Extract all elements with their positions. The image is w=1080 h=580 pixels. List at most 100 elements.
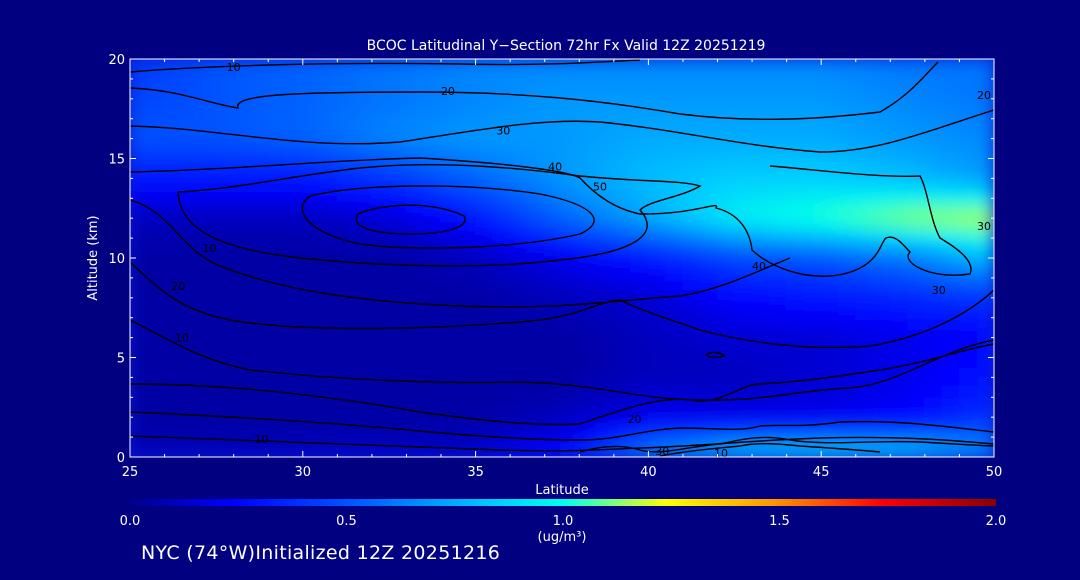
heatmap-cell (475, 148, 494, 159)
heatmap-cell (958, 327, 978, 339)
heatmap-cell (647, 98, 667, 110)
heatmap-cell (717, 337, 736, 349)
heatmap-cell (336, 217, 356, 229)
heatmap-cell (405, 307, 425, 319)
heatmap-cell (647, 406, 667, 418)
heatmap-cell (855, 197, 874, 209)
heatmap-cell (596, 436, 615, 448)
heatmap-cell (544, 406, 563, 418)
heatmap-cell (423, 167, 442, 179)
heatmap-cell (423, 337, 442, 349)
heatmap-cell (665, 406, 684, 418)
heatmap-cell (941, 227, 960, 239)
heatmap-cell (976, 347, 994, 358)
heatmap-cell (198, 167, 217, 179)
heatmap-cell (578, 416, 598, 428)
heatmap-cell (130, 78, 148, 90)
contour-label: 30 (932, 284, 946, 297)
contour-near-surface-2 (579, 436, 994, 453)
heatmap-cell (889, 118, 909, 130)
contour-50 (301, 185, 595, 249)
heatmap-cell (751, 396, 770, 408)
heatmap-cell (855, 376, 874, 388)
heatmap-cell (699, 347, 719, 358)
heatmap-cell (665, 436, 684, 448)
heatmap-cell (198, 88, 217, 100)
heatmap-cell (907, 317, 926, 329)
heatmap-cell (717, 307, 736, 319)
heatmap-cell (302, 376, 321, 388)
heatmap-cell (388, 347, 407, 358)
x-axis: 25 30 35 40 45 50 (122, 59, 1002, 480)
chart-title: BCOC Latitudinal Y−Section 72hr Fx Valid… (367, 38, 766, 54)
heatmap-cell (440, 416, 459, 428)
heatmap-cell (336, 317, 356, 329)
heatmap-cell (440, 317, 459, 329)
heatmap-cell (561, 317, 580, 329)
heatmap-cell (492, 317, 511, 329)
heatmap-cell (440, 327, 459, 339)
heatmap-cell (872, 337, 891, 349)
heatmap-cell (354, 267, 373, 279)
heatmap-cell (354, 98, 373, 110)
heatmap-cell (405, 396, 425, 408)
heatmap-cell (561, 138, 580, 150)
heatmap-cell (198, 347, 217, 358)
heatmap-cell (475, 327, 494, 339)
heatmap-cell (855, 267, 874, 279)
heatmap-cell (803, 396, 822, 408)
heatmap-cell (509, 158, 528, 169)
heatmap-cell (820, 416, 839, 428)
heatmap-cell (855, 207, 874, 219)
heatmap-cell (475, 257, 494, 269)
heatmap-cell (285, 376, 304, 388)
heatmap-cell (302, 386, 321, 398)
heatmap-cell (319, 386, 338, 398)
heatmap-cell (907, 88, 926, 100)
contour-20-upper (130, 61, 939, 121)
heatmap-cell (233, 347, 252, 358)
heatmap-cell (267, 327, 287, 339)
heatmap-cell (665, 237, 684, 249)
heatmap-cell (371, 197, 390, 209)
heatmap-cell (440, 297, 459, 309)
heatmap-cell (561, 327, 580, 339)
heatmap-cell (130, 167, 148, 179)
heatmap-cell (475, 108, 494, 120)
heatmap-cell (734, 337, 753, 349)
heatmap-cell (233, 217, 252, 229)
heatmap-cell (837, 108, 857, 120)
heatmap-cell (302, 78, 321, 90)
heatmap-cell (647, 177, 667, 189)
heatmap-cell (647, 59, 667, 70)
heatmap-cell (302, 128, 321, 140)
heatmap-cell (526, 406, 546, 418)
heatmap-cell (146, 406, 166, 418)
heatmap-cell (889, 167, 909, 179)
x-tick-label: 45 (813, 465, 830, 480)
heatmap-cell (250, 227, 269, 239)
heatmap-cell (578, 59, 598, 70)
heatmap-cell (613, 297, 632, 309)
heatmap-cell (630, 446, 649, 457)
heatmap-cell (198, 287, 217, 299)
heatmap-cell (907, 247, 926, 259)
heatmap-cell (457, 148, 477, 159)
heatmap-cell (423, 406, 442, 418)
heatmap-cell (457, 396, 477, 408)
heatmap-cell (630, 237, 649, 249)
heatmap-cell (440, 167, 459, 179)
heatmap-cell (423, 317, 442, 329)
heatmap-cell (855, 277, 874, 289)
heatmap-cell (924, 68, 943, 80)
heatmap-cell (803, 78, 822, 90)
heatmap-cell (198, 68, 217, 80)
heatmap-cell (786, 436, 805, 448)
heatmap-cell (734, 287, 753, 299)
heatmap-cell (941, 426, 960, 438)
heatmap-cell (561, 337, 580, 349)
heatmap-cell (405, 436, 425, 448)
heatmap-cell (941, 217, 960, 229)
heatmap-cell (423, 287, 442, 299)
heatmap-cell (371, 267, 390, 279)
